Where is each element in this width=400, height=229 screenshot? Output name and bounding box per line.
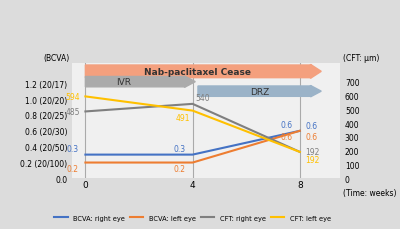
Text: 0.2: 0.2 — [67, 164, 79, 173]
Text: 594: 594 — [66, 93, 80, 101]
Text: 0.3: 0.3 — [174, 144, 186, 153]
Text: 540: 540 — [195, 93, 210, 102]
Text: (Time: weeks): (Time: weeks) — [343, 188, 396, 197]
Text: DRZ: DRZ — [250, 87, 269, 96]
Text: 0.6: 0.6 — [305, 133, 317, 142]
FancyArrow shape — [198, 86, 321, 97]
FancyArrow shape — [86, 65, 321, 79]
Text: 0.6: 0.6 — [305, 122, 317, 131]
Text: 192: 192 — [305, 148, 320, 157]
FancyArrow shape — [86, 77, 195, 88]
Text: 485: 485 — [66, 107, 80, 116]
Text: (CFT: μm): (CFT: μm) — [343, 54, 379, 63]
Text: 491: 491 — [176, 113, 190, 122]
Text: IVR: IVR — [116, 78, 131, 87]
Text: (BCVA): (BCVA) — [43, 54, 69, 63]
Text: 0.3: 0.3 — [66, 144, 79, 153]
Text: 0.2: 0.2 — [174, 164, 186, 173]
Text: 192: 192 — [305, 155, 320, 164]
Legend: BCVA: right eye, BCVA: left eye, CFT: right eye, CFT: left eye: BCVA: right eye, BCVA: left eye, CFT: ri… — [52, 212, 334, 224]
Text: 0.6: 0.6 — [281, 133, 293, 142]
Text: Nab-paclitaxel Cease: Nab-paclitaxel Cease — [144, 68, 252, 76]
Text: 0.6: 0.6 — [281, 121, 293, 130]
